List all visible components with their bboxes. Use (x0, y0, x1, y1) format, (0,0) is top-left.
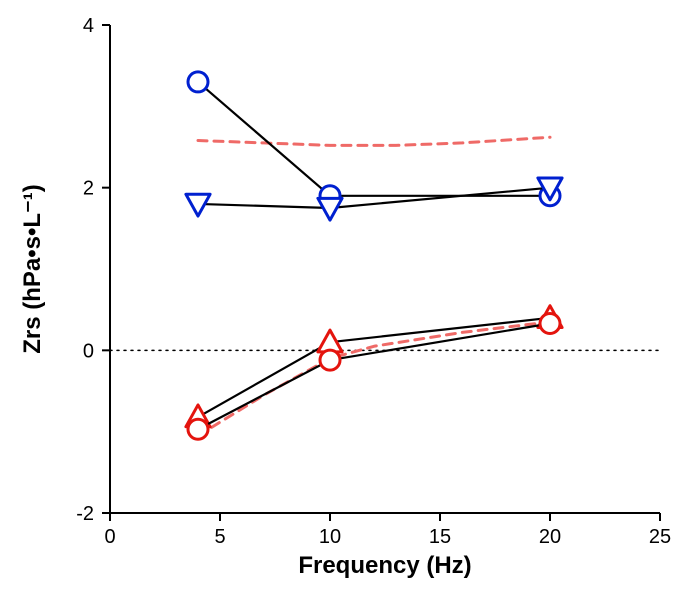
y-tick-label: -2 (76, 503, 94, 525)
x-tick-label: 20 (539, 526, 561, 548)
marker-red-circle (188, 419, 208, 439)
x-tick-label: 25 (649, 526, 671, 548)
marker-red-circle (320, 350, 340, 370)
x-tick-label: 0 (104, 526, 115, 548)
x-tick-label: 15 (429, 526, 451, 548)
y-tick-label: 2 (83, 178, 94, 200)
y-axis-label: Zrs (hPa•s•L⁻¹) (19, 184, 46, 354)
plot-bg (0, 0, 700, 595)
marker-red-circle (540, 313, 560, 333)
y-tick-label: 0 (83, 340, 94, 362)
marker-blue-circle (188, 72, 208, 92)
y-tick-label: 4 (83, 15, 94, 37)
x-axis-label: Frequency (Hz) (298, 552, 471, 579)
x-tick-label: 5 (214, 526, 225, 548)
chart-svg: 0 5 10 15 20 25 -2 0 2 4 Frequency (Hz) Zrs (hPa•s•… (0, 0, 700, 595)
chart-container: 0 5 10 15 20 25 -2 0 2 4 Frequency (Hz) Zrs (hPa•s•… (0, 0, 700, 595)
x-tick-label: 10 (319, 526, 341, 548)
